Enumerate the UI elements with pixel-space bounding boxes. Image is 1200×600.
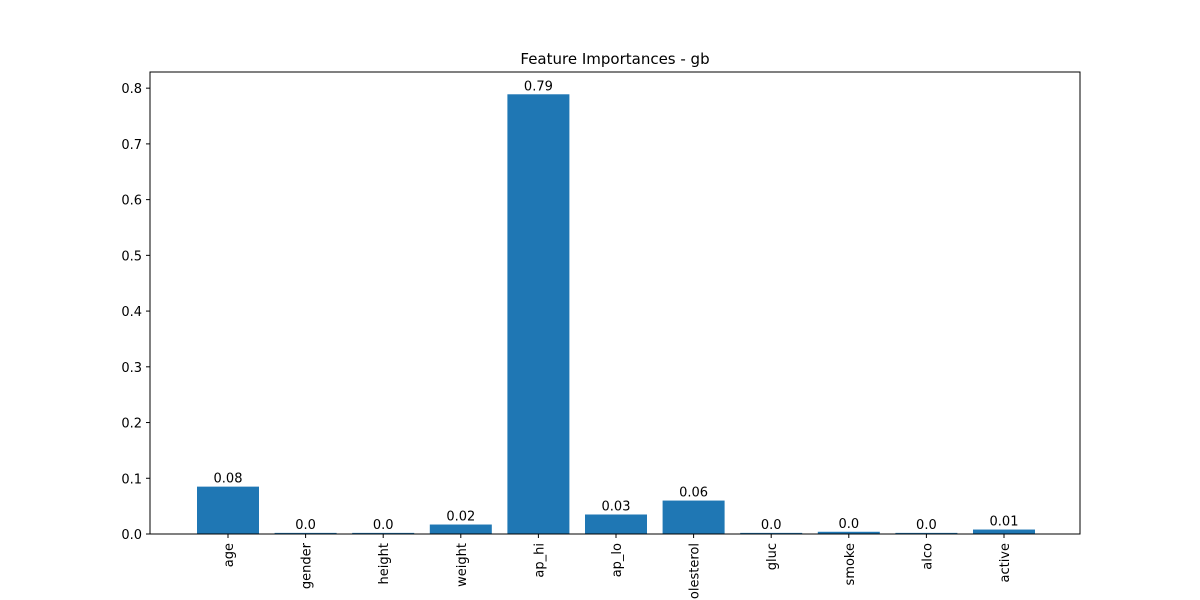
bar-alco — [895, 532, 958, 534]
x-tick-label-cholesterol: cholesterol — [688, 543, 703, 600]
bars-layer — [197, 94, 1035, 534]
bar-ap_hi — [507, 94, 570, 534]
y-tick-label: 0.6 — [121, 194, 142, 209]
plot-frame — [149, 71, 1081, 535]
y-tick-label: 0.5 — [121, 249, 142, 264]
x-tick-label-gluc: gluc — [765, 543, 780, 570]
chart-title: Feature Importances - gb — [520, 50, 709, 68]
y-tick-label: 0.2 — [121, 417, 142, 432]
data-label-cholesterol: 0.06 — [679, 486, 708, 501]
data-label-weight: 0.02 — [446, 510, 475, 525]
x-tick-label-weight: weight — [455, 543, 470, 587]
x-tick-label-gender: gender — [300, 542, 315, 589]
bar-age — [197, 486, 259, 534]
y-axis: 0.0 0.1 0.2 0.3 0.4 0.5 0.6 0.7 0.8 — [121, 82, 150, 543]
x-tick-label-age: age — [222, 543, 237, 567]
data-label-active: 0.01 — [990, 515, 1019, 530]
y-tick-label: 0.8 — [121, 82, 142, 97]
data-label-gluc: 0.0 — [761, 518, 782, 533]
x-tick-label-ap_hi: ap_hi — [532, 543, 547, 578]
bar-cholesterol — [662, 500, 725, 534]
bar-weight — [429, 524, 492, 534]
bar-active — [973, 529, 1035, 534]
x-tick-label-ap_lo: ap_lo — [610, 543, 625, 577]
y-tick-label: 0.0 — [121, 528, 142, 543]
x-tick-label-smoke: smoke — [843, 543, 858, 585]
x-tick-label-active: active — [998, 543, 1013, 583]
data-label-smoke: 0.0 — [838, 517, 859, 532]
data-label-alco: 0.0 — [916, 518, 937, 533]
bar-ap_lo — [585, 514, 647, 534]
x-tick-label-height: height — [377, 543, 392, 584]
data-label-ap_hi: 0.79 — [524, 79, 553, 94]
y-tick-label: 0.4 — [121, 305, 142, 320]
bar-height — [352, 532, 415, 534]
bar-gender — [274, 532, 337, 534]
data-label-height: 0.0 — [373, 518, 394, 533]
bar-gluc — [740, 532, 803, 534]
data-label-gender: 0.0 — [295, 518, 316, 533]
data-label-age: 0.08 — [214, 472, 243, 487]
data-labels-layer: 0.08 0.0 0.0 0.02 0.79 0.03 0.06 0.0 0.0 0.0 0.01 — [214, 79, 1019, 533]
bar-smoke — [817, 531, 880, 534]
data-label-ap_lo: 0.03 — [602, 499, 631, 514]
y-tick-label: 0.3 — [121, 361, 142, 376]
y-tick-label: 0.7 — [121, 138, 142, 153]
y-tick-label: 0.1 — [121, 472, 142, 487]
x-tick-label-alco: alco — [920, 543, 935, 570]
x-axis: age gender height weight ap_hi ap_lo cholester… — [222, 534, 1013, 600]
